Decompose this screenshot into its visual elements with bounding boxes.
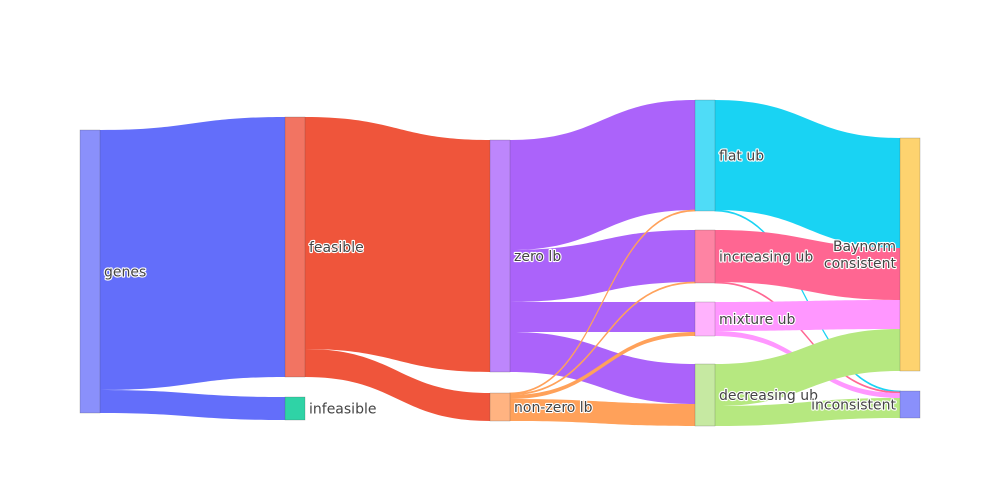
node-label-baynorm-consistent: Baynorm consistent: [824, 239, 897, 272]
link-zero_lb-to-mixture_ub[interactable]: [510, 302, 695, 332]
node-label-increasing-ub: increasing ub: [719, 250, 813, 266]
node-label-decreasing-ub: decreasing ub: [719, 388, 818, 404]
link-zero_lb-to-flat_ub[interactable]: [510, 100, 695, 250]
node-label-zero-lb: zero lb: [514, 249, 561, 265]
link-decreasing_ub-to-inconsistent[interactable]: [715, 398, 900, 426]
labels-layer: genes feasible infeasible zero lb non-zero l…: [103, 147, 898, 418]
link-feasible-to-nonzero_lb[interactable]: [305, 349, 490, 421]
node-label-infeasible: infeasible: [309, 402, 376, 418]
link-decreasing_ub-to-baynorm_consistent[interactable]: [715, 329, 900, 406]
node-label-feasible: feasible: [309, 240, 364, 256]
node-infeasible[interactable]: [284, 396, 306, 421]
node-feasible[interactable]: [284, 116, 306, 378]
link-feasible-to-zero_lb[interactable]: [305, 117, 490, 372]
link-genes-to-feasible[interactable]: [100, 117, 285, 390]
link-nonzero_lb-to-decreasing_ub[interactable]: [510, 399, 695, 426]
node-mixture-ub[interactable]: [694, 301, 716, 337]
node-label-genes: genes: [104, 265, 146, 281]
link-increasing_ub-to-baynorm_consistent[interactable]: [715, 230, 900, 300]
link-nonzero_lb-to-mixture_ub[interactable]: [510, 332, 695, 399]
link-zero_lb-to-increasing_ub[interactable]: [510, 230, 695, 302]
link-genes-to-infeasible[interactable]: [100, 390, 285, 420]
node-nonzero-lb[interactable]: [489, 392, 511, 422]
link-mixture_ub-to-baynorm_consistent[interactable]: [715, 300, 900, 331]
node-inconsistent[interactable]: [899, 390, 921, 419]
node-flat-ub[interactable]: [694, 99, 716, 212]
node-zero-lb[interactable]: [489, 139, 511, 373]
node-label-flat-ub: flat ub: [719, 149, 764, 165]
node-decreasing-ub[interactable]: [694, 363, 716, 427]
node-baynorm-consistent[interactable]: [899, 137, 921, 372]
links-layer: [100, 100, 901, 426]
node-increasing-ub[interactable]: [694, 229, 716, 284]
nodes-layer: [79, 99, 921, 427]
link-flat_ub-to-baynorm_consistent[interactable]: [715, 100, 900, 248]
node-label-inconsistent: inconsistent: [811, 398, 896, 414]
link-zero_lb-to-decreasing_ub[interactable]: [510, 332, 695, 404]
node-label-nonzero-lb: non-zero lb: [514, 400, 593, 416]
node-label-mixture-ub: mixture ub: [719, 312, 796, 328]
node-genes[interactable]: [79, 129, 101, 414]
